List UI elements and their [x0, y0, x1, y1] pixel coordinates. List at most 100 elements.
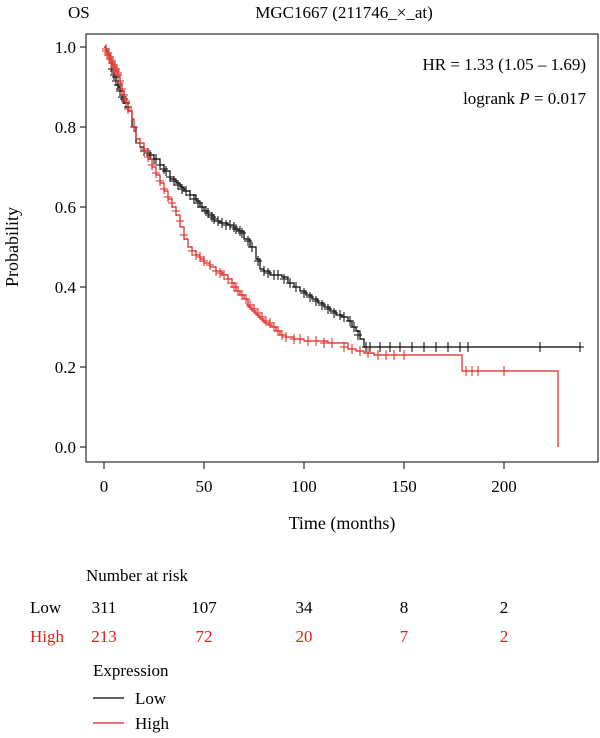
censor-mark-low: [264, 268, 272, 278]
censor-mark-low: [306, 292, 314, 302]
censor-mark-high: [400, 350, 408, 360]
x-tick-label: 150: [391, 477, 417, 496]
logrank-suffix: = 0.017: [530, 89, 587, 108]
panel-label: OS: [68, 3, 90, 22]
censor-mark-low: [114, 80, 122, 90]
censor-mark-high: [172, 206, 180, 216]
risk-cell: 107: [191, 598, 217, 617]
risk-row-label: High: [30, 627, 65, 646]
hazard-ratio-text: HR = 1.33 (1.05 – 1.69): [422, 55, 586, 74]
censor-mark-low: [218, 218, 226, 228]
x-tick-label: 100: [291, 477, 317, 496]
censor-mark-high: [246, 300, 254, 310]
censor-mark-high: [136, 138, 144, 148]
series-layer: [102, 44, 584, 447]
censor-mark-high: [220, 270, 228, 280]
risk-cell: 72: [196, 627, 213, 646]
censor-mark-high: [312, 336, 320, 346]
censor-mark-low: [166, 172, 174, 182]
x-tick-label: 200: [491, 477, 517, 496]
censor-mark-low: [202, 206, 210, 216]
logrank-p: P: [518, 89, 529, 108]
censor-mark-high: [238, 290, 246, 300]
risk-table-header: Number at risk: [86, 566, 188, 585]
y-axis-title: Probability: [2, 207, 22, 287]
censor-mark-low: [260, 266, 268, 276]
censor-mark-low: [330, 308, 338, 318]
x-axis-title: Time (months): [289, 513, 396, 534]
censor-mark-low: [396, 342, 404, 352]
risk-cell: 8: [400, 598, 409, 617]
censor-mark-low: [576, 342, 584, 352]
censor-mark-low: [170, 176, 178, 186]
censor-mark-high: [102, 46, 110, 56]
y-tick-label: 1.0: [55, 38, 76, 57]
censor-mark-high: [270, 322, 278, 332]
censor-mark-high: [258, 312, 266, 322]
censor-mark-low: [346, 316, 354, 326]
censor-mark-low: [194, 198, 202, 208]
censor-mark-high: [282, 332, 290, 342]
censor-mark-low: [386, 342, 394, 352]
censor-mark-high: [254, 308, 262, 318]
risk-cell: 34: [296, 598, 314, 617]
censor-mark-high: [118, 84, 126, 94]
censor-mark-high: [356, 346, 364, 356]
censor-mark-low: [292, 282, 300, 292]
censor-mark-high: [212, 266, 220, 276]
censor-mark-low: [244, 236, 252, 246]
censor-mark-high: [382, 350, 390, 360]
censor-mark-low: [182, 186, 190, 196]
censor-mark-high: [120, 90, 128, 100]
censor-mark-high: [200, 256, 208, 266]
censor-mark-high: [224, 274, 232, 284]
censor-mark-high: [348, 344, 356, 354]
censor-mark-high: [266, 318, 274, 328]
censor-mark-low: [336, 310, 344, 320]
censor-mark-low: [174, 180, 182, 190]
censor-mark-high: [164, 192, 172, 202]
risk-cell: 2: [500, 627, 509, 646]
censor-mark-low: [536, 342, 544, 352]
censor-mark-high: [364, 348, 372, 358]
plot-frame: [85, 33, 599, 463]
censor-mark-high: [340, 342, 348, 352]
risk-cell: 311: [92, 598, 117, 617]
risk-cell: 2: [500, 598, 509, 617]
censor-mark-low: [226, 220, 234, 230]
censor-mark-high: [216, 268, 224, 278]
censor-mark-high: [320, 338, 328, 348]
censor-mark-high: [112, 66, 120, 76]
censor-mark-low: [408, 342, 416, 352]
x-tick-label: 0: [100, 477, 109, 496]
censor-mark-low: [280, 274, 288, 284]
x-tick-label: 50: [196, 477, 213, 496]
censor-mark-low: [324, 304, 332, 314]
censor-mark-high: [148, 160, 156, 170]
y-tick-label: 0.0: [55, 438, 76, 457]
censor-mark-high: [140, 144, 148, 154]
censor-mark-high: [116, 76, 124, 86]
censor-mark-low: [178, 184, 186, 194]
censor-mark-high: [390, 350, 398, 360]
censor-mark-high: [176, 216, 184, 226]
censor-mark-low: [208, 212, 216, 222]
y-axis: 0.0 0.2 0.4 0.6 0.8 1.0: [55, 38, 86, 457]
censor-mark-high: [180, 230, 188, 240]
censor-mark-low: [420, 342, 428, 352]
censor-mark-high: [296, 334, 304, 344]
censor-mark-low: [366, 342, 374, 352]
censor-mark-low: [354, 330, 362, 340]
censor-mark-high: [110, 62, 118, 72]
series-high: [102, 44, 559, 447]
censor-mark-low: [162, 166, 170, 176]
censor-mark-high: [234, 286, 242, 296]
legend: Expression Low High: [93, 661, 170, 733]
censor-mark-high: [106, 54, 114, 64]
censor-mark-low: [198, 202, 206, 212]
censor-mark-low: [156, 160, 164, 170]
censor-mark-high: [124, 104, 132, 114]
